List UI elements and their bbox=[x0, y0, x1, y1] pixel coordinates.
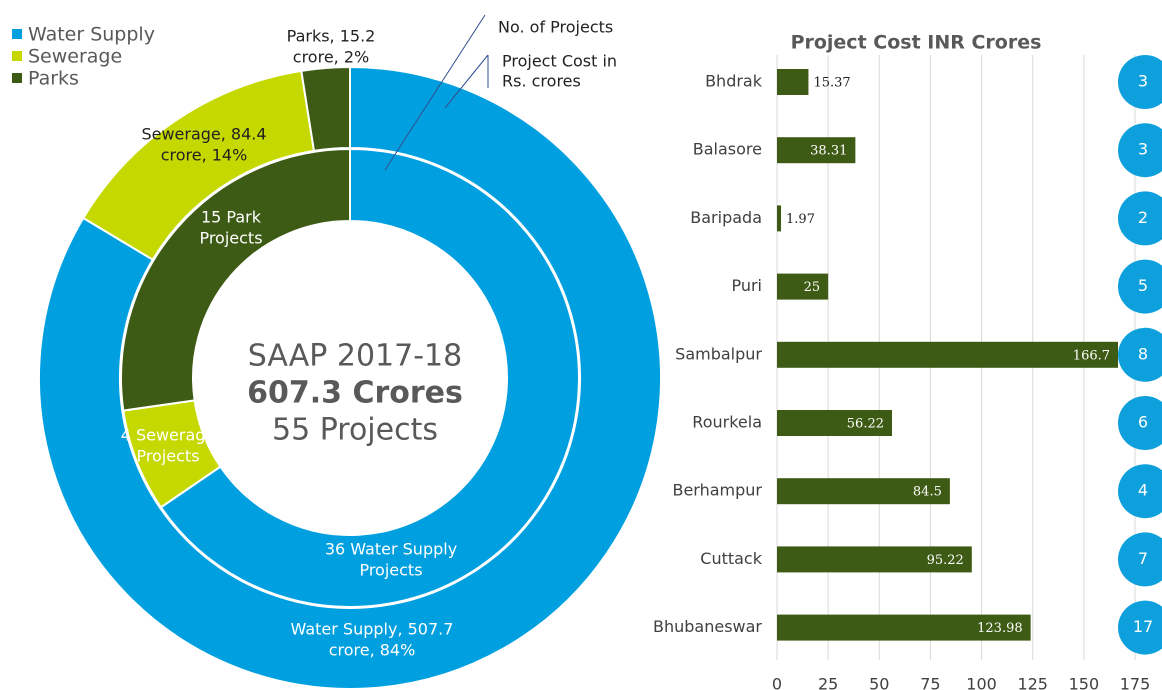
y-tick-label: Bhubaneswar bbox=[653, 617, 762, 636]
bubble-label: 2 bbox=[1138, 208, 1148, 227]
value-label: 15.37 bbox=[813, 76, 850, 91]
y-tick-label: Berhampur bbox=[672, 481, 762, 500]
inner-label: 4 Sewerage bbox=[121, 426, 216, 445]
value-label: 1.97 bbox=[786, 212, 815, 227]
inner-label: Projects bbox=[359, 561, 422, 580]
bar bbox=[777, 614, 1031, 641]
inner-label: Projects bbox=[199, 229, 262, 248]
bubble-label: 3 bbox=[1138, 140, 1148, 159]
value-label: 56.22 bbox=[847, 417, 884, 432]
x-tick-label: 100 bbox=[966, 675, 997, 690]
bar bbox=[777, 273, 829, 300]
bubble bbox=[1118, 464, 1162, 519]
x-tick-label: 25 bbox=[818, 675, 838, 690]
y-tick-label: Rourkela bbox=[692, 413, 762, 432]
bubble bbox=[1118, 396, 1162, 450]
bubble bbox=[1118, 532, 1162, 587]
bubble-label: 5 bbox=[1138, 276, 1148, 295]
y-tick-label: Balasore bbox=[693, 140, 762, 159]
bar bbox=[777, 69, 809, 95]
value-label: 95.22 bbox=[927, 553, 964, 568]
bubble bbox=[1118, 123, 1162, 178]
y-tick-label: Sambalpur bbox=[675, 344, 762, 363]
inner-slice bbox=[120, 147, 351, 412]
bar bbox=[777, 410, 893, 436]
bubble-label: 8 bbox=[1138, 344, 1148, 363]
center-text: SAAP 2017-18 bbox=[248, 339, 462, 374]
bubble-label: 17 bbox=[1133, 617, 1153, 636]
outer-label: crore, 14% bbox=[161, 146, 248, 165]
bubble-label: 6 bbox=[1138, 413, 1148, 432]
x-tick-label: 125 bbox=[1017, 675, 1048, 690]
annotation: No. of Projects bbox=[498, 18, 613, 37]
bubble-label: 3 bbox=[1138, 72, 1148, 91]
y-tick-label: Puri bbox=[731, 276, 762, 295]
value-label: 123.98 bbox=[977, 621, 1023, 636]
value-label: 166.7 bbox=[1073, 348, 1110, 363]
bubble-label: 4 bbox=[1138, 481, 1148, 500]
value-label: 38.31 bbox=[810, 144, 847, 159]
y-tick-label: Baripada bbox=[690, 208, 762, 227]
outer-label: crore, 84% bbox=[329, 641, 416, 660]
outer-label: Sewerage, 84.4 bbox=[141, 125, 266, 144]
x-tick-label: 175 bbox=[1120, 675, 1151, 690]
bar bbox=[777, 341, 1119, 368]
chart-title: Project Cost INR Crores bbox=[791, 32, 1042, 54]
bar bbox=[777, 137, 856, 164]
legend-label: Sewerage bbox=[28, 46, 122, 68]
bubble bbox=[1118, 327, 1162, 382]
bubble bbox=[1118, 259, 1162, 314]
annotation: Rs. crores bbox=[502, 72, 581, 91]
inner-label: Projects bbox=[136, 447, 199, 466]
bubble bbox=[1118, 55, 1162, 109]
bubble bbox=[1118, 600, 1162, 655]
value-label: 84.5 bbox=[913, 485, 942, 500]
value-label: 25 bbox=[804, 280, 821, 295]
bar bbox=[777, 205, 782, 232]
center-text: 607.3 Crores bbox=[247, 376, 463, 411]
outer-label: crore, 2% bbox=[293, 48, 369, 67]
outer-label: Parks, 15.2 bbox=[287, 27, 376, 46]
inner-label: 15 Park bbox=[201, 208, 262, 227]
outer-label: Water Supply, 507.7 bbox=[291, 620, 454, 639]
inner-slice bbox=[159, 147, 580, 608]
y-tick-label: Bhdrak bbox=[705, 72, 763, 91]
bar bbox=[777, 546, 972, 573]
bubble bbox=[1118, 191, 1162, 246]
inner-label: 36 Water Supply bbox=[325, 540, 457, 559]
bar bbox=[777, 478, 950, 505]
annotation-line bbox=[444, 54, 489, 109]
legend-label: Water Supply bbox=[28, 24, 155, 46]
x-tick-label: 50 bbox=[869, 675, 889, 690]
annotation: Project Cost in bbox=[502, 52, 617, 71]
x-tick-label: 75 bbox=[920, 675, 940, 690]
legend-marker bbox=[12, 51, 22, 61]
y-tick-label: Cuttack bbox=[700, 549, 762, 568]
center-text: 55 Projects bbox=[272, 413, 438, 448]
annotation-line bbox=[384, 14, 486, 171]
x-tick-label: 0 bbox=[772, 675, 782, 690]
legend-label: Parks bbox=[28, 68, 79, 90]
legend-marker bbox=[12, 29, 22, 39]
x-tick-label: 150 bbox=[1069, 675, 1100, 690]
bubble-label: 7 bbox=[1138, 549, 1148, 568]
legend-marker bbox=[12, 73, 22, 83]
